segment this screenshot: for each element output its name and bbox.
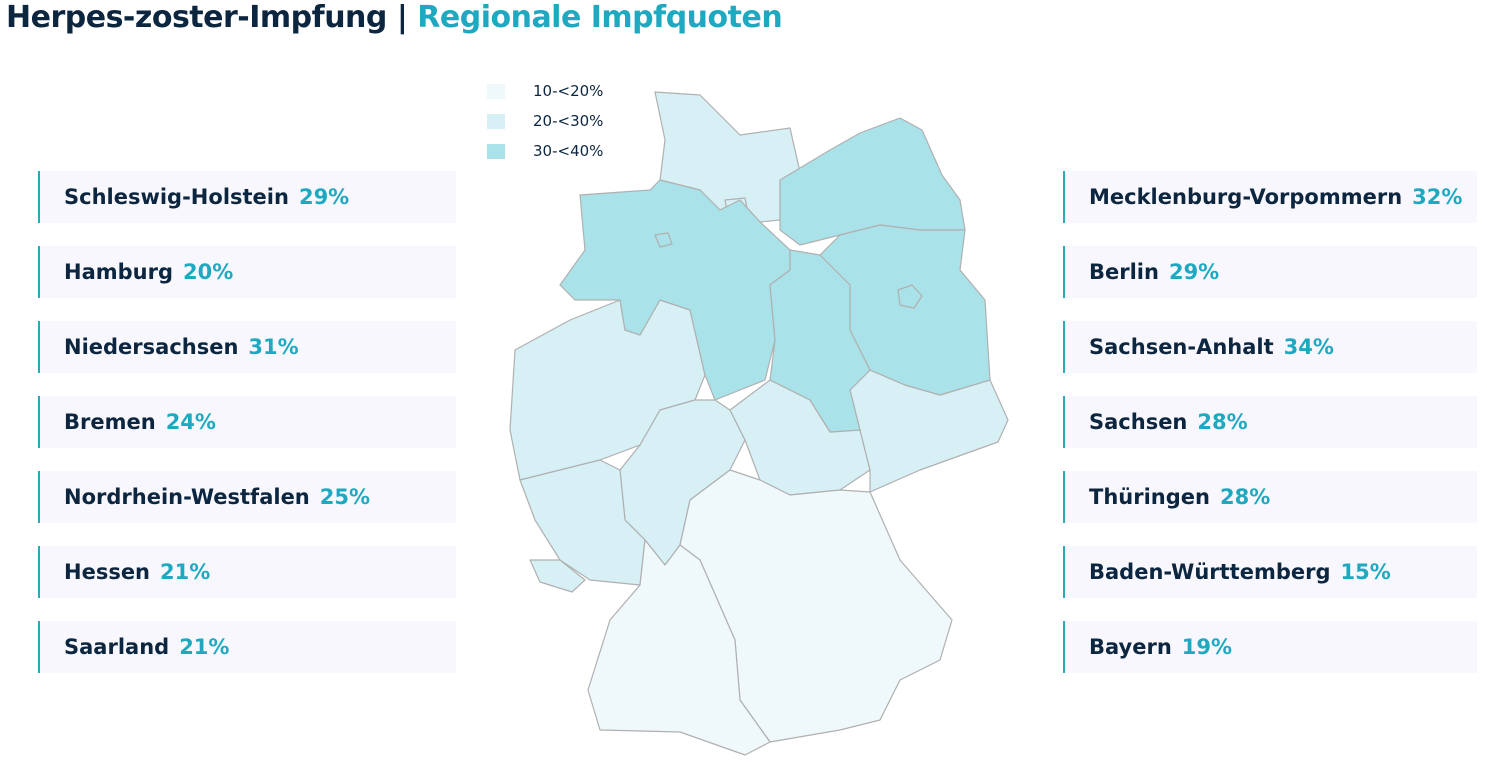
- region-value: 28%: [1197, 410, 1248, 434]
- region-card: Sachsen 28%: [1063, 396, 1477, 448]
- region-value: 34%: [1283, 335, 1334, 359]
- region-card: Schleswig-Holstein 29%: [38, 171, 456, 223]
- region-value: 31%: [248, 335, 299, 359]
- region-name: Berlin: [1089, 260, 1159, 284]
- legend-swatch: [487, 143, 505, 159]
- region-name: Mecklenburg-Vorpommern: [1089, 185, 1403, 209]
- legend-item: 10-<20%: [487, 82, 603, 100]
- title: Herpes-zoster-Impfung | Regionale Impfqu…: [6, 0, 783, 35]
- region-niedersachsen: [559, 179, 791, 401]
- region-name: Sachsen-Anhalt: [1089, 335, 1274, 359]
- region-value: 21%: [179, 635, 230, 659]
- region-value: 29%: [1168, 260, 1220, 284]
- legend-swatch: [487, 83, 505, 99]
- region-card: Saarland 21%: [38, 621, 456, 673]
- region-value: 29%: [298, 185, 350, 209]
- region-name: Bayern: [1089, 635, 1172, 659]
- region-value: 32%: [1412, 185, 1463, 209]
- region-card: Thüringen 28%: [1063, 471, 1477, 523]
- region-value: 20%: [183, 260, 234, 284]
- region-name: Thüringen: [1089, 485, 1210, 509]
- region-sachsen-anhalt: [769, 249, 871, 433]
- region-card: Niedersachsen 31%: [38, 321, 456, 373]
- region-card: Hessen 21%: [38, 546, 456, 598]
- region-name: Hessen: [64, 560, 151, 584]
- region-card: Sachsen-Anhalt 34%: [1063, 321, 1477, 373]
- region-card: Baden-Württemberg 15%: [1063, 546, 1477, 598]
- legend-label: 20-<30%: [533, 112, 604, 130]
- region-value: 21%: [160, 560, 211, 584]
- legend-item: 30-<40%: [487, 142, 603, 160]
- region-value: 19%: [1181, 635, 1233, 659]
- region-name: Saarland: [64, 635, 170, 659]
- region-value: 25%: [319, 485, 371, 509]
- legend-label: 30-<40%: [533, 142, 604, 160]
- region-card: Mecklenburg-Vorpommern 32%: [1063, 171, 1477, 223]
- region-name: Sachsen: [1089, 410, 1188, 434]
- region-card: Berlin 29%: [1063, 246, 1477, 298]
- region-saarland: [529, 559, 586, 593]
- region-card: Nordrhein-Westfalen 25%: [38, 471, 456, 523]
- region-value: 28%: [1219, 485, 1271, 509]
- title-separator: |: [396, 0, 408, 35]
- region-card: Bayern 19%: [1063, 621, 1477, 673]
- title-main: Herpes-zoster-Impfung: [6, 0, 387, 35]
- region-name: Bremen: [64, 410, 156, 434]
- region-name: Nordrhein-Westfalen: [64, 485, 310, 509]
- region-name: Hamburg: [64, 260, 173, 284]
- legend-swatch: [487, 113, 505, 129]
- region-name: Baden-Württemberg: [1089, 560, 1331, 584]
- region-mecklenburg-vorpommern: [779, 117, 966, 246]
- region-bremen: [654, 232, 673, 248]
- subtitle: Regionale Impfquoten: [417, 0, 783, 35]
- region-name: Schleswig-Holstein: [64, 185, 289, 209]
- region-value: 24%: [165, 410, 216, 434]
- region-value: 15%: [1340, 560, 1391, 584]
- region-berlin: [897, 284, 923, 309]
- region-card: Hamburg 20%: [38, 246, 456, 298]
- region-card: Bremen 24%: [38, 396, 456, 448]
- region-baden-wuerttemberg: [587, 539, 771, 756]
- region-name: Niedersachsen: [64, 335, 239, 359]
- legend-item: 20-<30%: [487, 112, 603, 130]
- legend-label: 10-<20%: [533, 82, 604, 100]
